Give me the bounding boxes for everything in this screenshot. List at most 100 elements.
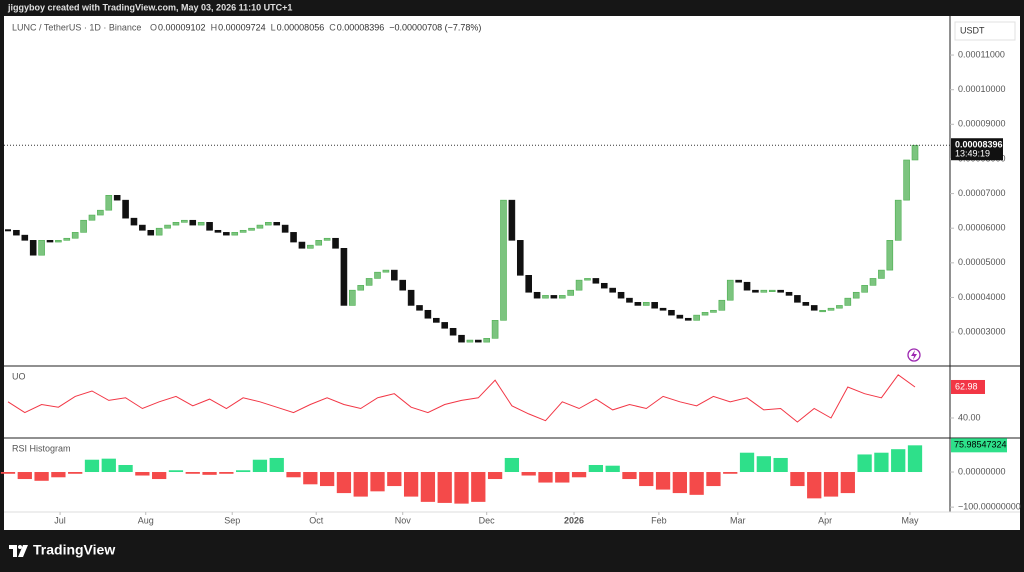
y-tick-label: 0.00003000 [958, 326, 1006, 336]
alert-icon[interactable] [907, 348, 921, 362]
candle [634, 302, 642, 306]
x-tick-label: Aug [138, 515, 154, 525]
candle [214, 229, 222, 233]
candle [407, 289, 415, 306]
candle [894, 199, 902, 241]
candle [491, 320, 499, 339]
candle [424, 309, 432, 319]
candle [130, 217, 138, 226]
histogram-bar [874, 452, 889, 473]
ohlc-value: 0.00008056 [277, 22, 325, 32]
x-tick-label: Jul [54, 515, 66, 525]
histogram-bar [605, 465, 620, 473]
countdown: 13:49:19 [955, 149, 990, 159]
candle [684, 317, 692, 321]
value-label: 62.98 [955, 381, 978, 391]
chart-panel [4, 16, 1020, 530]
currency-box [954, 21, 1016, 41]
candle [668, 309, 675, 316]
candle [558, 295, 566, 299]
ohlc-value: 0.00009724 [218, 22, 266, 32]
histogram-bar [790, 472, 805, 487]
x-tick-label: Nov [395, 515, 412, 525]
x-tick-label: Apr [818, 515, 832, 525]
histogram-bar [807, 472, 822, 499]
candle [357, 285, 365, 291]
candle [332, 237, 339, 249]
candle [836, 305, 843, 309]
candle [105, 195, 113, 211]
x-tick-label: Feb [651, 515, 667, 525]
y-tick-label: 0.00011000 [958, 49, 1005, 59]
candle [231, 232, 239, 236]
histogram-bar [51, 472, 66, 478]
histogram-bar [168, 470, 184, 473]
candle [281, 224, 289, 233]
histogram-bar [471, 472, 486, 502]
x-tick-label: Dec [479, 515, 496, 525]
histogram-bar [303, 472, 318, 485]
candle [525, 275, 532, 293]
candle [676, 314, 684, 319]
currency: USDT [960, 25, 985, 35]
candle [861, 285, 868, 293]
histogram-bar [538, 472, 553, 483]
histogram-bar [236, 470, 251, 473]
candle [340, 247, 348, 306]
pane-title: RSI Histogram [12, 443, 71, 453]
histogram-bar [387, 472, 402, 487]
candle [307, 244, 314, 249]
candle [181, 219, 188, 223]
uo-line [7, 374, 916, 423]
histogram-bar [521, 472, 536, 476]
candle [735, 279, 742, 283]
candle [609, 287, 616, 293]
histogram-bar [639, 472, 654, 487]
candle [852, 291, 860, 299]
histogram-bar [370, 472, 385, 492]
histogram-bar [823, 472, 839, 497]
candle [693, 314, 700, 321]
histogram-bar [739, 452, 755, 473]
candle [886, 240, 894, 271]
candle [752, 289, 759, 293]
candle [659, 307, 667, 311]
ohlc-label: O [150, 22, 157, 32]
candle [164, 224, 171, 229]
candle [743, 281, 751, 291]
candle [516, 240, 524, 276]
histogram-bar [773, 457, 788, 473]
candle [794, 295, 801, 303]
candle [584, 278, 591, 281]
candle [533, 291, 541, 299]
candle [542, 295, 549, 299]
last-price: 0.00008396 [955, 140, 1003, 150]
candle [139, 224, 146, 231]
y-tick-label: 0.00007000 [958, 188, 1006, 198]
histogram-bar [68, 472, 83, 474]
candle [592, 278, 600, 284]
brand: TradingView [33, 542, 115, 558]
candle [290, 232, 297, 243]
change: −0.00000708 (−7.78%) [389, 22, 481, 32]
attribution: jiggyboy created with TradingView.com, M… [7, 2, 292, 12]
candle [617, 291, 625, 299]
histogram-bar [891, 449, 906, 473]
candle [701, 312, 709, 316]
pane-title: UO [12, 371, 26, 381]
candle [365, 278, 373, 286]
histogram-bar [403, 472, 419, 497]
histogram-bar [723, 472, 738, 474]
candle [819, 309, 826, 313]
value-box [951, 438, 1007, 453]
last-price-box [951, 138, 1003, 161]
candle [433, 317, 440, 323]
histogram-bar [672, 472, 687, 494]
candle [97, 209, 104, 216]
symbol-title: LUNC / TetherUS · 1D · Binance [12, 22, 141, 32]
candle [466, 339, 474, 343]
candle [760, 289, 768, 293]
brand-logo [9, 545, 28, 557]
histogram-bar [420, 472, 436, 502]
histogram-bar [588, 464, 604, 473]
